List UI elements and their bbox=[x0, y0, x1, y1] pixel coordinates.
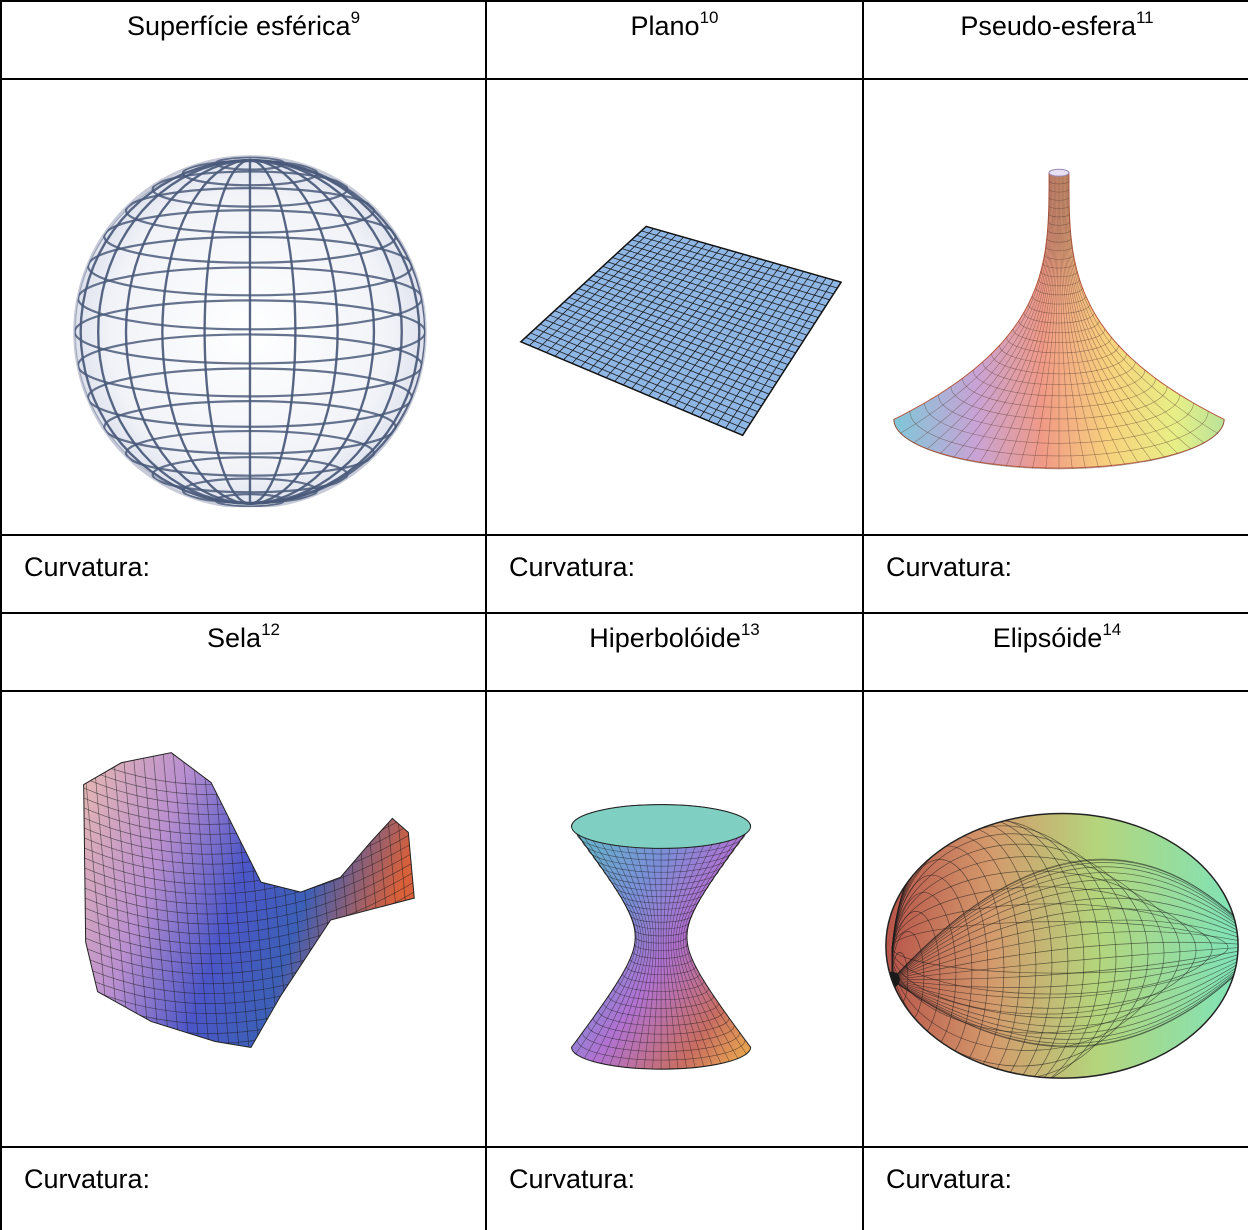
title-cell-saddle: Sela12 bbox=[0, 612, 487, 692]
curvature-label-ellipsoid: Curvatura: bbox=[886, 1164, 1013, 1194]
image-cell-saddle bbox=[0, 690, 487, 1148]
footnote-pseudosphere: 11 bbox=[1135, 8, 1154, 27]
curvature-label-saddle: Curvatura: bbox=[24, 1164, 151, 1194]
title-sphere: Superfície esférica bbox=[126, 11, 351, 41]
title-row-1: Superfície esférica9 Plano10 Pseudo-esfe… bbox=[0, 0, 1248, 80]
curvature-label-hyperboloid: Curvatura: bbox=[509, 1164, 636, 1194]
title-cell-sphere: Superfície esférica9 bbox=[0, 0, 487, 80]
footnote-ellipsoid: 14 bbox=[1102, 620, 1122, 639]
saddle-figure bbox=[3, 693, 484, 1145]
title-saddle: Sela bbox=[207, 623, 262, 653]
ellipsoid-image bbox=[885, 812, 1239, 1079]
title-pseudosphere: Pseudo-esfera bbox=[960, 11, 1136, 41]
hyperboloid-image bbox=[571, 804, 752, 1070]
title-cell-ellipsoid: Elipsóide14 bbox=[862, 612, 1248, 692]
title-cell-pseudosphere: Pseudo-esfera11 bbox=[862, 0, 1248, 80]
curvature-label-sphere: Curvatura: bbox=[24, 552, 151, 582]
image-cell-plane bbox=[485, 78, 864, 536]
image-row-2 bbox=[0, 690, 1248, 1148]
image-cell-hyperboloid bbox=[485, 690, 864, 1148]
label-row-2: Curvatura: Curvatura: Curvatura: bbox=[0, 1146, 1248, 1230]
footnote-saddle: 12 bbox=[261, 620, 280, 639]
image-cell-ellipsoid bbox=[862, 690, 1248, 1148]
label-row-1: Curvatura: Curvatura: Curvatura: bbox=[0, 534, 1248, 614]
plane-figure bbox=[488, 81, 861, 533]
label-cell-ellipsoid: Curvatura: bbox=[862, 1146, 1248, 1230]
ellipsoid-figure bbox=[865, 693, 1248, 1145]
footnote-hyperboloid: 13 bbox=[740, 620, 760, 639]
plane-grid-image bbox=[519, 225, 843, 437]
footnote-plane: 10 bbox=[699, 8, 719, 27]
pseudosphere-image bbox=[893, 168, 1225, 470]
title-cell-hyperboloid: Hiperbolóide13 bbox=[485, 612, 864, 692]
label-cell-saddle: Curvatura: bbox=[0, 1146, 487, 1230]
title-cell-plane: Plano10 bbox=[485, 0, 864, 80]
image-row-1 bbox=[0, 78, 1248, 536]
label-cell-plane: Curvatura: bbox=[485, 534, 864, 614]
sphere-wireframe-image bbox=[61, 155, 441, 533]
curvature-label-plane: Curvatura: bbox=[509, 552, 636, 582]
pseudosphere-figure bbox=[865, 81, 1248, 533]
title-hyperboloid: Hiperbolóide bbox=[589, 623, 741, 653]
saddle-surface-image bbox=[83, 752, 415, 1049]
sphere-figure bbox=[3, 81, 484, 533]
title-ellipsoid: Elipsóide bbox=[992, 623, 1103, 653]
label-cell-hyperboloid: Curvatura: bbox=[485, 1146, 864, 1230]
footnote-sphere: 9 bbox=[350, 8, 361, 27]
image-cell-pseudosphere bbox=[862, 78, 1248, 536]
label-cell-pseudosphere: Curvatura: bbox=[862, 534, 1248, 614]
label-cell-sphere: Curvatura: bbox=[0, 534, 487, 614]
title-row-2: Sela12 Hiperbolóide13 Elipsóide14 bbox=[0, 612, 1248, 692]
title-plane: Plano bbox=[630, 11, 700, 41]
hyperboloid-figure bbox=[488, 693, 861, 1145]
curvature-label-pseudosphere: Curvatura: bbox=[886, 552, 1013, 582]
image-cell-sphere bbox=[0, 78, 487, 536]
